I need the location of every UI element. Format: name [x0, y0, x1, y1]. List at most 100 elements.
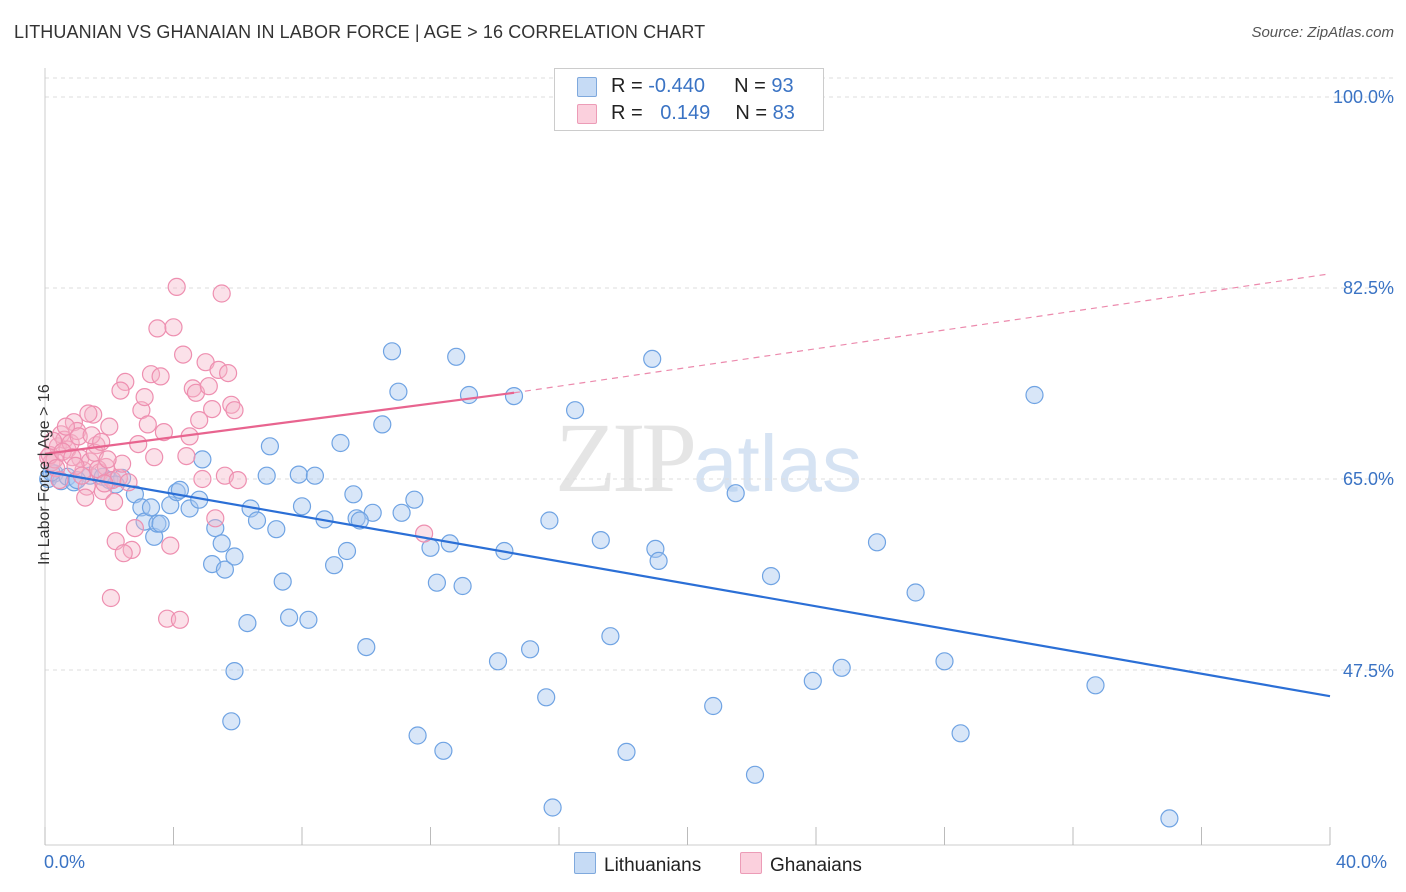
lithuanian-point-79	[803, 671, 822, 691]
y-tick-label-82-5: 82.5%	[1342, 278, 1394, 298]
ghanaian-trend-extension	[513, 273, 1331, 394]
watermark: ZIPatlas	[555, 400, 862, 515]
lithuanian-point-58	[447, 347, 466, 366]
ghanaian-point-31	[138, 415, 157, 434]
lithuanian-point-10	[132, 498, 151, 517]
ghanaian-point-79	[104, 492, 124, 511]
lithuanian-point-44	[344, 485, 363, 504]
lithuanian-point-63	[504, 387, 524, 406]
ghanaian-point-54	[212, 284, 231, 303]
lithuanian-point-37	[292, 497, 312, 516]
lithuanian-point-61	[488, 652, 508, 671]
lithuanian-point-81	[867, 533, 887, 552]
ghanaian-point-19	[100, 417, 119, 436]
ghanaian-point-80	[111, 381, 130, 400]
lithuanian-point-36	[289, 465, 308, 484]
lithuanian-point-30	[247, 511, 267, 530]
ghanaian-point-42	[174, 345, 193, 364]
lithuanian-trend-line	[44, 470, 1331, 698]
ghanaian-point-36	[154, 423, 173, 442]
ghanaian-point-70	[76, 488, 95, 507]
lithuanian-point-28	[238, 613, 257, 633]
ghanaian-point-24	[116, 372, 135, 391]
lithuanian-point-91	[151, 514, 170, 533]
ghanaian-point-30	[135, 388, 154, 407]
lithuanian-point-25	[225, 547, 244, 566]
bottom-legend-label-lithuanians: Lithuanians	[604, 855, 702, 876]
lithuanian-point-35	[280, 608, 299, 627]
ghanaian-point-81	[114, 544, 133, 563]
bottom-legend-swatch-ghanaians	[740, 852, 762, 874]
ghanaian-point-33	[145, 448, 164, 467]
ghanaian-point-58	[225, 401, 244, 420]
lithuanian-point-27	[222, 712, 241, 731]
legend-r-value: -0.440	[648, 75, 705, 97]
lithuanian-point-69	[591, 530, 610, 550]
lithuanian-point-56	[434, 741, 453, 760]
ghanaian-point-78	[101, 588, 121, 608]
lithuanian-point-78	[761, 566, 781, 586]
ghanaian-point-59	[228, 471, 247, 490]
lithuanian-point-84	[951, 724, 970, 743]
ghanaian-point-51	[203, 400, 222, 419]
ghanaian-point-50	[199, 377, 218, 396]
ghanaian-point-38	[161, 536, 180, 555]
lithuanian-point-49	[382, 342, 402, 361]
lithuanian-point-67	[543, 798, 562, 817]
lithuanian-point-48	[373, 415, 392, 434]
ghanaian-point-53	[209, 360, 228, 379]
lithuanian-point-76	[726, 484, 745, 503]
lithuanian-point-51	[392, 503, 411, 522]
lithuanian-point-34	[273, 572, 292, 591]
lithuanian-point-77	[745, 765, 765, 784]
lithuanian-point-53	[408, 726, 427, 745]
ghanaian-point-77	[98, 450, 117, 469]
lithuanian-point-46	[357, 637, 376, 657]
lithuanian-point-68	[565, 401, 585, 420]
lithuanian-point-73	[646, 539, 665, 559]
lithuanian-point-33	[267, 520, 286, 539]
lithuanian-point-23	[212, 534, 231, 553]
lithuanian-point-82	[906, 583, 925, 602]
watermark-atlas: atlas	[693, 419, 862, 508]
ghanaian-point-52	[206, 509, 225, 528]
lithuanian-point-83	[935, 652, 954, 671]
bottom-legend-swatch-lithuanians	[574, 852, 596, 874]
source-label[interactable]: Source: ZipAtlas.com	[1251, 24, 1394, 41]
legend-n-label: N =	[734, 75, 772, 97]
lithuanian-point-72	[643, 349, 662, 368]
ghanaian-trend-line	[44, 391, 515, 455]
lithuanian-point-55	[427, 573, 446, 592]
lithuanian-point-42	[331, 433, 350, 453]
legend-n-label: N =	[735, 102, 773, 124]
ghanaian-point-25	[119, 473, 138, 492]
lithuanian-point-64	[520, 640, 540, 659]
correlation-legend: R = -0.440 N = 93 R = 0.149 N = 83	[554, 68, 824, 131]
ghanaian-point-48	[193, 469, 212, 489]
lithuanian-point-86	[1086, 676, 1105, 695]
lithuanian-point-59	[453, 576, 472, 596]
ghanaian-point-67	[66, 456, 85, 475]
y-tick-label-100: 100.0%	[1332, 87, 1394, 107]
x-tick-label-max: 40.0%	[1336, 852, 1388, 872]
ghanaian-point-57	[222, 395, 241, 414]
bottom-legend-lithuanians[interactable]: Lithuanians	[574, 852, 701, 877]
ghanaian-point-34	[148, 319, 167, 338]
lithuanian-point-66	[540, 511, 559, 530]
ghanaian-point-35	[151, 367, 170, 386]
lithuanian-point-70	[601, 627, 620, 646]
lithuanian-point-20	[193, 450, 212, 469]
legend-r-label: R =	[611, 75, 649, 97]
y-axis-label: In Labor Force | Age > 16	[36, 384, 53, 565]
lithuanian-point-15	[161, 496, 180, 515]
lithuanian-point-31	[257, 466, 276, 485]
bottom-legend-ghanaians[interactable]: Ghanaians	[740, 852, 862, 877]
y-tick-label-47-5: 47.5%	[1342, 661, 1394, 681]
lithuanian-point-22	[206, 518, 225, 538]
ghanaian-point-27	[125, 518, 144, 538]
legend-swatch-lithuanians	[577, 77, 597, 97]
lithuanian-point-52	[405, 490, 424, 509]
lithuanian-point-26	[225, 661, 244, 681]
ghanaian-point-65	[56, 417, 76, 436]
chart-title: LITHUANIAN VS GHANAIAN IN LABOR FORCE | …	[14, 22, 706, 42]
